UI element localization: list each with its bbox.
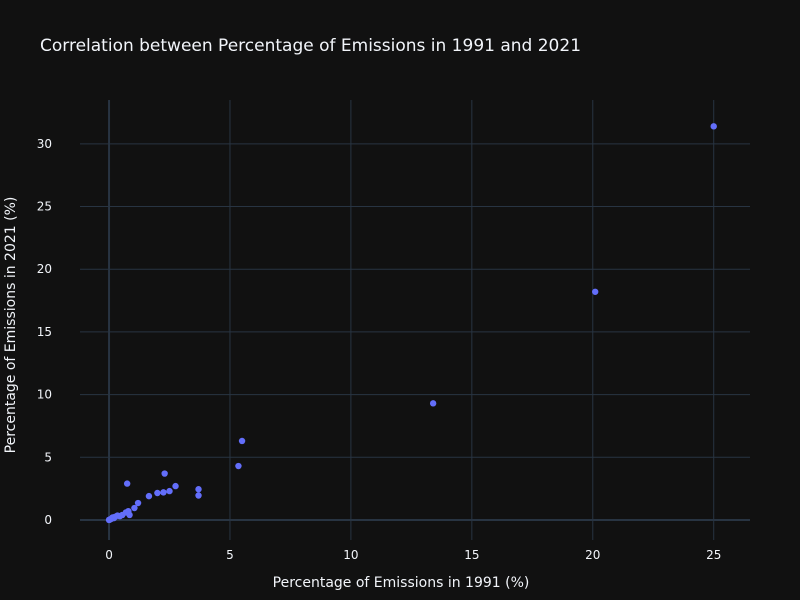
data-point[interactable]	[161, 470, 168, 477]
x-axis-title: Percentage of Emissions in 1991 (%)	[273, 575, 530, 591]
y-tick-label: 25	[37, 200, 52, 214]
y-tick-label: 10	[37, 388, 52, 402]
data-point[interactable]	[591, 288, 599, 295]
data-point[interactable]	[145, 492, 153, 500]
data-point[interactable]	[172, 482, 179, 490]
zero-lines	[80, 100, 750, 540]
data-point[interactable]	[195, 492, 202, 499]
data-point[interactable]	[710, 123, 717, 130]
data-points	[105, 123, 717, 524]
y-axis-ticks: 0 5 10 15 20 25 30	[37, 137, 52, 527]
data-point[interactable]	[429, 400, 437, 407]
data-point[interactable]	[160, 489, 167, 496]
x-tick-label: 25	[706, 548, 721, 562]
data-point[interactable]	[195, 486, 202, 493]
x-tick-label: 20	[585, 548, 600, 562]
data-point[interactable]	[126, 511, 133, 519]
y-tick-label: 15	[37, 325, 52, 339]
data-point[interactable]	[134, 499, 142, 507]
y-tick-label: 0	[44, 513, 52, 527]
data-point[interactable]	[166, 487, 173, 495]
data-point[interactable]	[235, 462, 242, 470]
y-tick-label: 20	[37, 262, 52, 276]
y-tick-label: 5	[44, 450, 52, 464]
data-point[interactable]	[105, 516, 113, 524]
x-tick-label: 0	[105, 548, 113, 562]
x-tick-label: 10	[343, 548, 358, 562]
x-tick-label: 15	[464, 548, 479, 562]
x-axis-ticks: 0 5 10 15 20 25	[105, 548, 721, 562]
x-tick-label: 5	[226, 548, 234, 562]
data-point[interactable]	[154, 489, 161, 497]
y-axis-title: Percentage of Emissions in 2021 (%)	[3, 197, 19, 454]
data-point[interactable]	[131, 504, 138, 512]
data-point[interactable]	[238, 437, 246, 445]
grid-lines	[80, 100, 750, 540]
chart-title: Correlation between Percentage of Emissi…	[40, 36, 581, 56]
y-tick-label: 30	[37, 137, 52, 151]
data-point[interactable]	[123, 480, 131, 487]
